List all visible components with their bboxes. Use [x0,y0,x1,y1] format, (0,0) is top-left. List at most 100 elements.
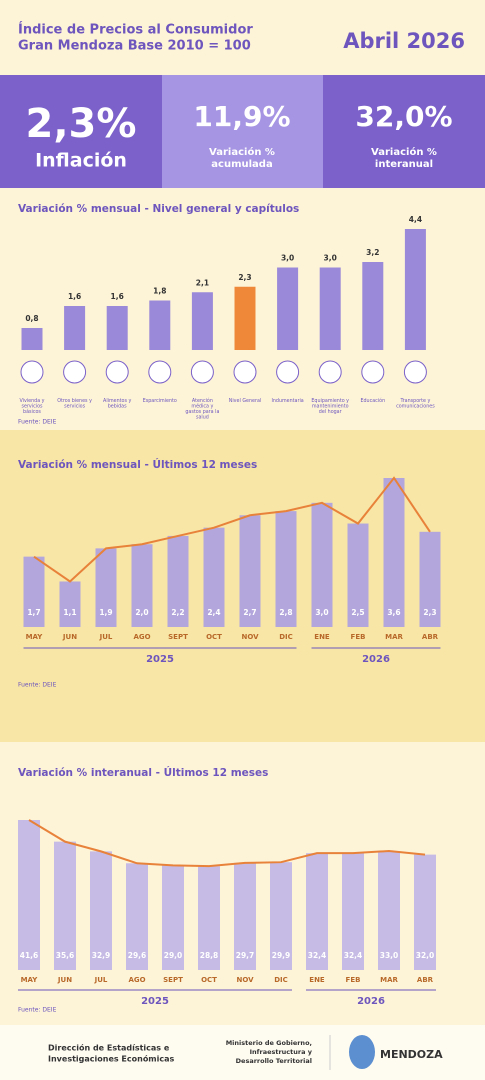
footer-text: Infraestructura y [250,1048,313,1056]
footer-text: Desarrollo Territorial [236,1057,312,1065]
bar [383,478,405,627]
value-label: 32,0 [416,951,435,960]
bar [162,865,184,970]
x-tick-label: Alimentos y bebidas [103,398,131,410]
value-label: 2,8 [279,608,292,617]
x-tick-label: Otros bienes y servicios [57,398,92,410]
bar [275,511,297,627]
x-tick-label: DIC [279,633,293,641]
value-label: 1,6 [68,292,81,301]
value-label: 32,4 [344,951,363,960]
x-tick-label: SEPT [168,633,188,641]
footer-text: Investigaciones Económicas [48,1054,175,1064]
bar [131,544,153,627]
bar [21,328,43,350]
kpi-label: Inflación [35,150,127,172]
icon [190,360,214,384]
icon [20,360,44,384]
chart-title: Variación % mensual - Nivel general y ca… [18,203,299,215]
x-tick-label: ABR [417,976,434,984]
chart-title: Variación % mensual - Últimos 12 meses [18,458,257,471]
x-tick-label: FEB [346,976,361,984]
value-label: 3,6 [387,608,400,617]
kpi-label: interanual [375,159,433,170]
x-tick-label: ENE [309,976,325,984]
bar [239,515,261,627]
bar [95,548,117,627]
bar [311,502,333,627]
footer-text: Dirección de Estadísticas e [48,1043,170,1053]
bar [419,531,441,627]
x-tick-label: Atención médica y gastos para la salud [185,397,219,421]
bar [347,523,369,627]
x-tick-label: DIC [274,976,288,984]
icon [276,360,300,384]
value-label: 35,6 [56,951,75,960]
x-tick-label: MAR [385,633,403,641]
bar [18,820,40,970]
icon [105,360,129,384]
value-label: 2,3 [238,273,251,282]
kpi-value: 32,0% [355,100,452,133]
value-label: 2,4 [207,608,220,617]
value-label: 2,7 [243,608,256,617]
value-label: 29,6 [128,951,147,960]
chart-title: Variación % interanual - Últimos 12 mese… [18,766,268,779]
x-tick-label: AGO [128,976,145,984]
x-tick-label: MAY [21,976,39,984]
x-tick-label: ABR [422,633,439,641]
logo [349,1035,375,1069]
bar [234,862,256,970]
icon [63,360,87,384]
bar [106,306,128,350]
x-tick-label: JUN [57,976,72,984]
value-label: 0,8 [25,314,38,323]
x-tick-label: Indumentaria [271,398,303,404]
kpi-box [162,75,323,188]
kpi-box [0,75,162,188]
value-label: 2,0 [135,608,148,617]
value-label: 41,6 [20,951,39,960]
group-label: 2025 [146,654,174,665]
source: Fuente: DEIE [18,1007,57,1014]
bar [59,581,81,627]
bar [191,292,213,350]
icon [233,360,257,384]
bar [203,527,225,627]
icon [361,360,385,384]
period: Abril 2026 [343,29,465,53]
x-tick-label: OCT [201,976,217,984]
x-tick-label: Educación [360,397,385,404]
bar [90,851,112,970]
value-label: 3,0 [324,254,337,263]
group-label: 2026 [357,996,385,1007]
x-tick-label: JUN [62,633,77,641]
x-tick-label: MAR [380,976,398,984]
value-label: 2,5 [351,608,364,617]
x-tick-label: Vivienda y servicios básicos [19,398,44,415]
x-tick-label: AGO [133,633,150,641]
group-label: 2025 [141,996,169,1007]
title: Índice de Precios al Consumidor [18,22,253,38]
bar [167,535,189,627]
bar [277,267,299,350]
bar [149,300,171,350]
value-label: 29,7 [236,951,255,960]
source: Fuente: DEIE [18,682,57,689]
footer-band [0,1025,485,1080]
value-label: 1,6 [111,292,124,301]
kpi-label: acumulada [211,159,272,170]
bar [198,866,220,970]
bar [306,853,328,970]
x-tick-label: JUL [94,976,108,984]
kpi-label: Variación % [371,146,437,158]
x-tick-label: JUL [99,633,113,641]
value-label: 1,9 [99,608,112,617]
value-label: 3,2 [366,248,379,257]
value-label: 32,9 [92,951,111,960]
value-label: 2,1 [196,278,209,287]
kpi-label: Variación % [209,146,275,158]
source: Fuente: DEIE [18,419,57,426]
bar [414,854,436,970]
